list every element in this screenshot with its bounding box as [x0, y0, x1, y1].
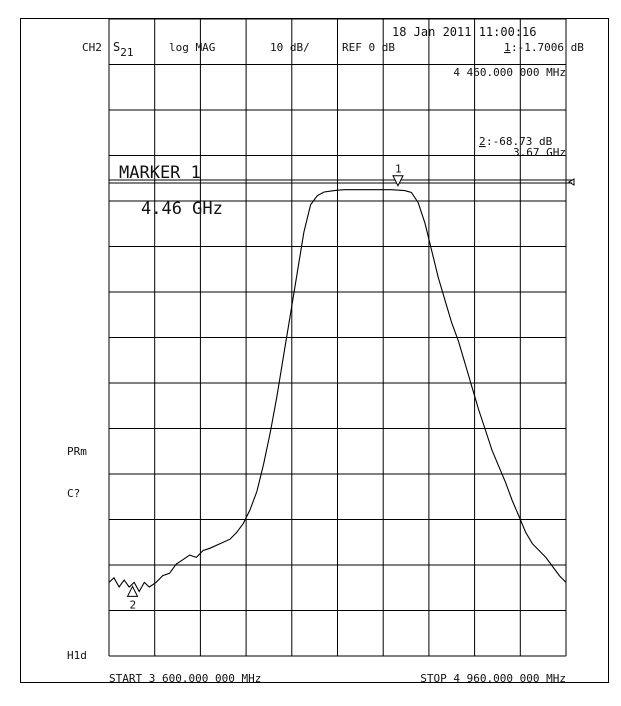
marker2-index: 2 — [479, 135, 486, 148]
reference-line — [109, 178, 575, 186]
date-time: 18 Jan 2011 11:00:16 — [392, 25, 537, 39]
marker1-index: 1 — [504, 41, 511, 54]
marker2-frequency: 3.67 GHz — [513, 146, 566, 159]
marker-1-triangle — [392, 175, 404, 187]
marker-1-label: 1 — [395, 163, 402, 176]
channel-label: CH2 — [82, 41, 102, 54]
marker-2-label: 2 — [130, 598, 137, 611]
start-frequency: START 3 600.000 000 MHz — [109, 672, 261, 684]
parameter-label: S21 — [113, 40, 133, 59]
marker1-frequency: 4 460.000 000 MHz — [453, 66, 566, 79]
marker-box-title: MARKER 1 — [119, 163, 201, 183]
trace-plot: 12 18 Jan 2011 11:00:16 CH2 S21 log MAG … — [67, 19, 584, 684]
trace-line — [108, 189, 567, 593]
format-label: log MAG — [169, 41, 215, 54]
trace — [108, 189, 567, 593]
graticule — [108, 19, 567, 657]
reference-label: REF 0 dB — [342, 41, 395, 54]
side-label-pri: PRm — [67, 445, 87, 458]
scale-label: 10 dB/ — [270, 41, 310, 54]
marker2-value: :-68.73 dB — [486, 135, 553, 148]
marker1-value: :-1.7006 dB — [511, 41, 584, 54]
stop-frequency: STOP 4 960.000 000 MHz — [420, 672, 566, 684]
side-label-cor: C? — [67, 487, 80, 500]
marker-2-triangle — [126, 585, 139, 597]
reference-arrow — [568, 178, 575, 186]
markers: 12 — [126, 163, 404, 611]
side-label-hold: H1d — [67, 649, 87, 662]
marker-box-value: 4.46 GHz — [141, 199, 223, 219]
